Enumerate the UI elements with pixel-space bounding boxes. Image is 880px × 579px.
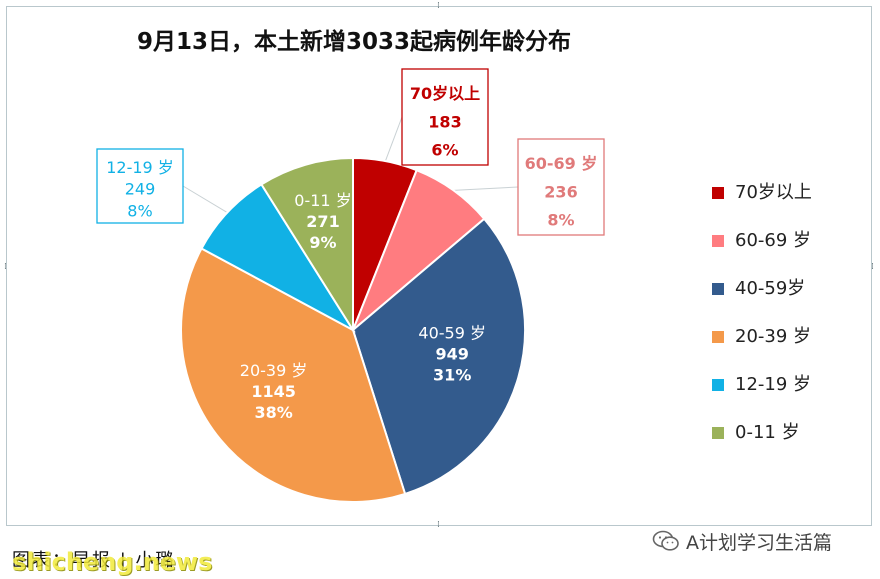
resize-handle-top[interactable]: ⁞ bbox=[437, 1, 440, 11]
watermark-text: shicheng.news bbox=[12, 548, 213, 576]
slice-tag: 70岁以上 bbox=[410, 84, 480, 103]
legend-label: 20-39 岁 bbox=[735, 326, 811, 347]
callout-box bbox=[96, 148, 184, 224]
resize-handle-bottom[interactable]: ⁞ bbox=[437, 520, 440, 530]
wechat-icon bbox=[652, 530, 679, 551]
chart-frame: ⁞ ⁞ ⁞ ⁞ 9月13日，本土新增3033起病例年龄分布 40-59 岁 949… bbox=[4, 2, 874, 530]
legend-item: 12-19 岁 bbox=[712, 374, 811, 395]
slice-value: 249 bbox=[125, 180, 156, 199]
slice-value: 236 bbox=[544, 182, 577, 201]
legend-swatch bbox=[712, 331, 724, 343]
slice-tag: 60-69 岁 bbox=[525, 154, 598, 173]
slice-percent: 8% bbox=[127, 201, 152, 220]
slice-percent: 9% bbox=[309, 233, 336, 252]
callout-label: 12-19 岁 249 8% bbox=[96, 148, 184, 224]
slice-percent: 38% bbox=[254, 403, 292, 422]
slice-value: 949 bbox=[435, 345, 468, 364]
leader-line bbox=[182, 185, 228, 214]
legend-item: 40-59岁 bbox=[712, 278, 805, 299]
leader-line bbox=[453, 186, 519, 191]
source-caption: 图表：早报 | 小璐 bbox=[12, 550, 176, 571]
legend-label: 40-59岁 bbox=[735, 278, 805, 299]
slice-label: 0-11 岁 271 9% bbox=[294, 191, 351, 252]
account-name: A计划学习生活篇 bbox=[686, 531, 832, 554]
account-mark: A计划学习生活篇 bbox=[652, 529, 832, 554]
legend-label: 0-11 岁 bbox=[735, 422, 800, 443]
legend-item: 60-69 岁 bbox=[712, 230, 811, 251]
resize-handle-right[interactable]: ⁞ bbox=[871, 262, 874, 272]
slice-percent: 8% bbox=[547, 211, 574, 230]
slice-value: 271 bbox=[306, 212, 339, 231]
chart-title: 9月13日，本土新增3033起病例年龄分布 bbox=[137, 28, 571, 55]
callout-box bbox=[517, 138, 605, 236]
callout-label: 70岁以上 183 6% bbox=[401, 68, 489, 166]
slice-tag: 40-59 岁 bbox=[418, 324, 486, 343]
slice-percent: 6% bbox=[431, 141, 458, 160]
legend-item: 0-11 岁 bbox=[712, 422, 800, 443]
slice-label: 20-39 岁 1145 38% bbox=[240, 361, 308, 422]
legend-swatch bbox=[712, 379, 724, 391]
legend-label: 12-19 岁 bbox=[735, 374, 811, 395]
pie-slice bbox=[351, 217, 526, 496]
slice-percent: 31% bbox=[433, 366, 471, 385]
legend-swatch bbox=[712, 427, 724, 439]
pie-slice bbox=[180, 247, 407, 504]
slice-label: 40-59 岁 949 31% bbox=[418, 324, 486, 385]
callout-box bbox=[401, 68, 489, 166]
slice-tag: 20-39 岁 bbox=[240, 361, 308, 380]
slice-tag: 0-11 岁 bbox=[294, 191, 351, 210]
legend: 70岁以上 60-69 岁 40-59岁 20-39 岁 12-19 岁 0-11 岁 bbox=[712, 182, 812, 443]
pie-slice bbox=[260, 156, 354, 334]
slice-value: 1145 bbox=[251, 382, 296, 401]
pie-chart: 9月13日，本土新增3033起病例年龄分布 40-59 岁 949 31% 20-39… bbox=[96, 28, 812, 504]
legend-item: 20-39 岁 bbox=[712, 326, 811, 347]
legend-item: 70岁以上 bbox=[712, 182, 812, 203]
callout-label: 60-69 岁 236 8% bbox=[517, 138, 605, 236]
resize-handle-left[interactable]: ⁞ bbox=[4, 262, 7, 272]
slice-value: 183 bbox=[428, 112, 461, 131]
legend-swatch bbox=[712, 187, 724, 199]
legend-label: 60-69 岁 bbox=[735, 230, 811, 251]
legend-label: 70岁以上 bbox=[735, 182, 812, 203]
leader-line bbox=[384, 116, 403, 162]
slice-tag: 12-19 岁 bbox=[106, 158, 174, 177]
legend-swatch bbox=[712, 235, 724, 247]
legend-swatch bbox=[712, 283, 724, 295]
pie-slice bbox=[200, 183, 356, 333]
